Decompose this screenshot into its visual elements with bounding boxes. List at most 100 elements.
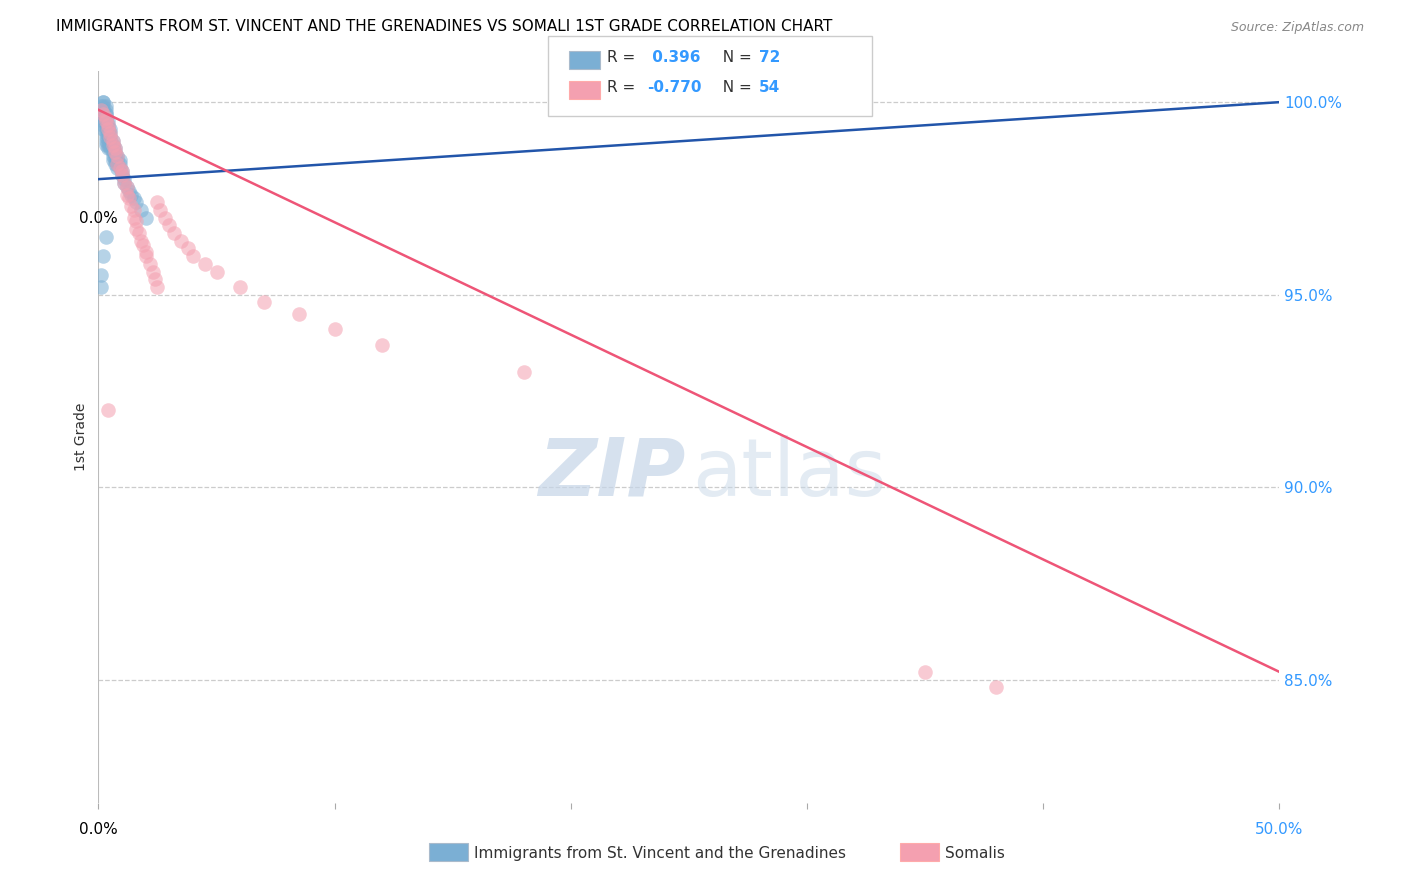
Point (94, 114, 117, 128)
Point (125, 214, 148, 228)
Point (98, 126, 121, 140)
Point (128, 226, 150, 240)
Point (229, 280, 252, 294)
Point (132, 237, 155, 252)
Point (105, 161, 128, 175)
Point (253, 295, 276, 310)
Text: -0.770: -0.770 (647, 80, 702, 95)
Text: Somalis: Somalis (945, 847, 1005, 861)
Point (115, 187, 138, 202)
Point (108, 157, 131, 171)
Point (149, 202, 172, 217)
Point (118, 184, 141, 198)
Text: 0.0%: 0.0% (79, 211, 118, 226)
Point (163, 226, 186, 240)
Point (91, 106, 114, 120)
Point (984, 681, 1007, 695)
Point (914, 665, 936, 679)
Point (139, 257, 162, 271)
Point (91, 99, 114, 113)
Text: 0.0%: 0.0% (79, 822, 118, 837)
Point (205, 264, 228, 278)
Point (97, 129, 120, 144)
Point (90, 103, 112, 117)
Point (97, 141, 120, 155)
Point (153, 211, 176, 225)
Point (111, 164, 134, 178)
Point (94, 99, 117, 113)
Point (90, 280, 112, 294)
Point (98, 122, 121, 136)
Point (91, 103, 114, 117)
Point (91, 106, 114, 120)
Point (105, 157, 128, 171)
Text: 72: 72 (759, 50, 780, 64)
Point (105, 153, 128, 167)
Point (157, 219, 180, 233)
Point (97, 122, 120, 136)
Point (94, 111, 117, 125)
Point (111, 169, 134, 183)
Point (129, 202, 152, 217)
Point (98, 129, 121, 144)
Point (122, 191, 145, 205)
Point (371, 337, 394, 351)
Text: R =: R = (607, 80, 641, 95)
Text: 54: 54 (759, 80, 780, 95)
Text: 0.396: 0.396 (647, 50, 700, 64)
Point (105, 157, 128, 171)
Point (105, 149, 128, 163)
Point (94, 137, 117, 152)
Point (108, 153, 131, 167)
Point (98, 134, 121, 148)
Point (104, 141, 127, 155)
Text: R =: R = (607, 50, 641, 64)
Point (98, 129, 121, 144)
Point (94, 118, 117, 132)
Point (101, 134, 124, 148)
Point (104, 145, 127, 160)
Point (91, 103, 114, 117)
Text: N =: N = (713, 50, 756, 64)
Point (91, 95, 114, 110)
Point (146, 280, 169, 294)
Point (94, 122, 117, 136)
Y-axis label: 1st Grade: 1st Grade (75, 403, 89, 471)
Point (105, 149, 128, 163)
Point (94, 134, 117, 148)
Point (98, 137, 121, 152)
Text: Source: ZipAtlas.com: Source: ZipAtlas.com (1230, 21, 1364, 34)
Point (101, 141, 124, 155)
Point (122, 211, 145, 225)
Point (101, 145, 124, 160)
Point (97, 122, 120, 136)
Text: IMMIGRANTS FROM ST. VINCENT AND THE GRENADINES VS SOMALI 1ST GRADE CORRELATION C: IMMIGRANTS FROM ST. VINCENT AND THE GREN… (56, 20, 832, 34)
Point (122, 202, 145, 217)
Point (512, 365, 534, 379)
Point (121, 199, 143, 213)
Point (118, 191, 141, 205)
Point (194, 257, 217, 271)
Point (97, 114, 120, 128)
Point (142, 264, 165, 278)
Text: ZIP: ZIP (538, 434, 685, 513)
Point (115, 179, 138, 194)
Point (135, 249, 157, 263)
Point (125, 195, 148, 210)
Point (104, 157, 127, 171)
Point (111, 164, 134, 178)
Point (112, 172, 135, 186)
Point (98, 141, 121, 155)
Point (90, 268, 112, 283)
Point (91, 118, 114, 132)
Point (91, 249, 114, 263)
Point (181, 249, 204, 263)
Point (115, 179, 138, 194)
Point (111, 169, 134, 183)
Point (94, 126, 117, 140)
Point (94, 114, 117, 128)
Point (101, 137, 124, 152)
Point (90, 99, 112, 113)
Point (91, 111, 114, 125)
Point (101, 153, 124, 167)
